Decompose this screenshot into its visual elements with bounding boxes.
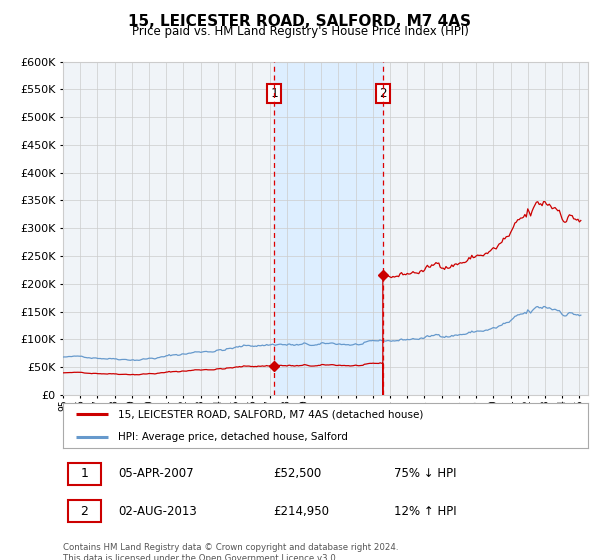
- Text: 2: 2: [80, 505, 88, 518]
- Text: 1: 1: [80, 467, 88, 480]
- Text: Price paid vs. HM Land Registry's House Price Index (HPI): Price paid vs. HM Land Registry's House …: [131, 25, 469, 38]
- Text: 2: 2: [379, 87, 386, 100]
- Text: 05-APR-2007: 05-APR-2007: [118, 467, 194, 480]
- Text: 15, LEICESTER ROAD, SALFORD, M7 4AS: 15, LEICESTER ROAD, SALFORD, M7 4AS: [128, 14, 472, 29]
- Text: 02-AUG-2013: 02-AUG-2013: [118, 505, 197, 518]
- Text: HPI: Average price, detached house, Salford: HPI: Average price, detached house, Salf…: [118, 432, 348, 442]
- Text: 15, LEICESTER ROAD, SALFORD, M7 4AS (detached house): 15, LEICESTER ROAD, SALFORD, M7 4AS (det…: [118, 409, 424, 419]
- Text: 75% ↓ HPI: 75% ↓ HPI: [394, 467, 456, 480]
- Bar: [274, 62, 383, 395]
- FancyBboxPatch shape: [68, 500, 101, 522]
- Text: Contains HM Land Registry data © Crown copyright and database right 2024.
This d: Contains HM Land Registry data © Crown c…: [63, 543, 398, 560]
- Text: 12% ↑ HPI: 12% ↑ HPI: [394, 505, 457, 518]
- FancyBboxPatch shape: [68, 463, 101, 484]
- Text: £214,950: £214,950: [273, 505, 329, 518]
- Text: 1: 1: [270, 87, 278, 100]
- Text: £52,500: £52,500: [273, 467, 321, 480]
